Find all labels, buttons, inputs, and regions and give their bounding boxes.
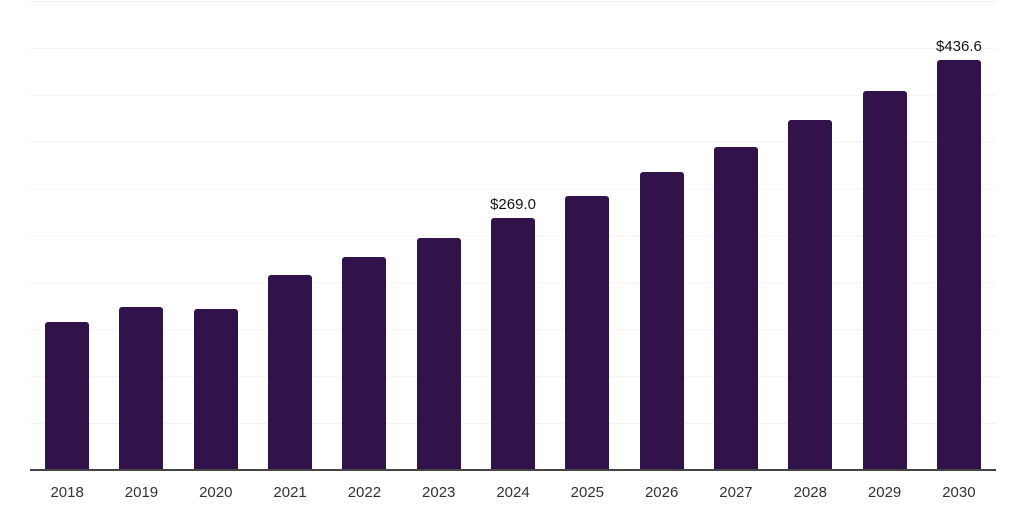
x-tick-label-2027: 2027 — [719, 484, 753, 501]
bar-2030 — [936, 60, 981, 470]
bar-2020 — [193, 308, 238, 470]
bar-slot-2027 — [699, 1, 773, 470]
bar-slot-2028 — [773, 1, 847, 470]
bar-slot-2023 — [402, 1, 476, 470]
x-tick-label-2025: 2025 — [570, 484, 605, 501]
x-tick-label-2018: 2018 — [50, 484, 84, 501]
x-tick-label-2020: 2020 — [199, 484, 233, 501]
x-tick-label-2029: 2029 — [867, 484, 902, 501]
x-tick-label-2028: 2028 — [793, 484, 827, 501]
x-tick-label-2024: 2024 — [496, 484, 530, 501]
bar-value-label-2024: $269.0 — [490, 195, 536, 213]
x-tick-label-2026: 2026 — [644, 484, 679, 501]
bar-value-label-2030: $436.6 — [935, 38, 982, 56]
bar-2022 — [342, 257, 387, 470]
bar-slot-2026 — [625, 1, 699, 470]
bars-area: $269.0 $436.6 — [30, 1, 996, 470]
bar-2023 — [416, 238, 461, 470]
x-tick-label-2022: 2022 — [347, 484, 382, 501]
bar-slot-2021 — [253, 1, 327, 470]
x-axis-labels: 2018 2019 2020 2021 2022 2023 2024 2025 2026 2027… — [30, 484, 996, 501]
x-tick-label-2019: 2019 — [124, 484, 159, 501]
bar-slot-2018 — [30, 1, 104, 470]
bar-slot-2019 — [104, 1, 178, 470]
bar-2027 — [713, 147, 758, 470]
bar-slot-2020 — [179, 1, 253, 470]
bar-slot-2022 — [327, 1, 401, 470]
bar-2018 — [45, 321, 90, 470]
bar-2021 — [268, 274, 313, 470]
bar-slot-2030: $436.6 — [922, 1, 996, 470]
bar-slot-2025 — [550, 1, 624, 470]
bar-2025 — [565, 196, 610, 470]
bar-2019 — [119, 306, 164, 470]
x-tick-label-2030: 2030 — [942, 484, 976, 501]
bar-2029 — [862, 91, 907, 470]
bar-slot-2029 — [847, 1, 921, 470]
bar-slot-2024: $269.0 — [476, 1, 550, 470]
x-tick-label-2021: 2021 — [273, 484, 307, 501]
x-tick-label-2023: 2023 — [422, 484, 456, 501]
bar-2026 — [639, 171, 684, 470]
bar-2024 — [491, 217, 536, 470]
x-axis-line — [30, 469, 996, 471]
bar-2028 — [788, 120, 833, 470]
